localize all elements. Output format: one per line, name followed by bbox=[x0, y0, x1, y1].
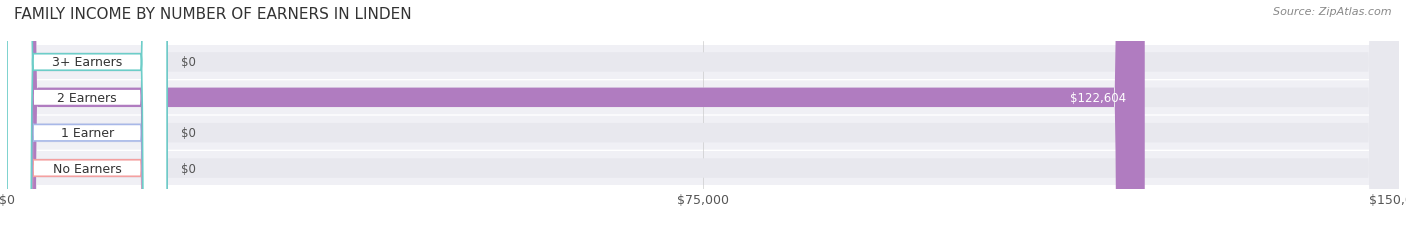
Text: $122,604: $122,604 bbox=[1070, 91, 1126, 104]
Text: $0: $0 bbox=[181, 162, 195, 175]
FancyBboxPatch shape bbox=[7, 46, 1399, 80]
Text: Source: ZipAtlas.com: Source: ZipAtlas.com bbox=[1274, 7, 1392, 17]
FancyBboxPatch shape bbox=[7, 81, 1399, 115]
Text: 3+ Earners: 3+ Earners bbox=[52, 56, 122, 69]
Text: $0: $0 bbox=[181, 127, 195, 140]
Text: No Earners: No Earners bbox=[52, 162, 121, 175]
FancyBboxPatch shape bbox=[7, 0, 1144, 231]
FancyBboxPatch shape bbox=[7, 151, 1399, 185]
FancyBboxPatch shape bbox=[7, 0, 167, 231]
Text: FAMILY INCOME BY NUMBER OF EARNERS IN LINDEN: FAMILY INCOME BY NUMBER OF EARNERS IN LI… bbox=[14, 7, 412, 22]
FancyBboxPatch shape bbox=[7, 0, 1399, 231]
FancyBboxPatch shape bbox=[7, 0, 167, 231]
FancyBboxPatch shape bbox=[7, 0, 167, 231]
Text: 1 Earner: 1 Earner bbox=[60, 127, 114, 140]
FancyBboxPatch shape bbox=[7, 0, 167, 231]
FancyBboxPatch shape bbox=[7, 116, 1399, 150]
FancyBboxPatch shape bbox=[7, 0, 1399, 231]
Text: 2 Earners: 2 Earners bbox=[58, 91, 117, 104]
FancyBboxPatch shape bbox=[7, 0, 1399, 231]
FancyBboxPatch shape bbox=[7, 0, 1399, 231]
Text: $0: $0 bbox=[181, 56, 195, 69]
